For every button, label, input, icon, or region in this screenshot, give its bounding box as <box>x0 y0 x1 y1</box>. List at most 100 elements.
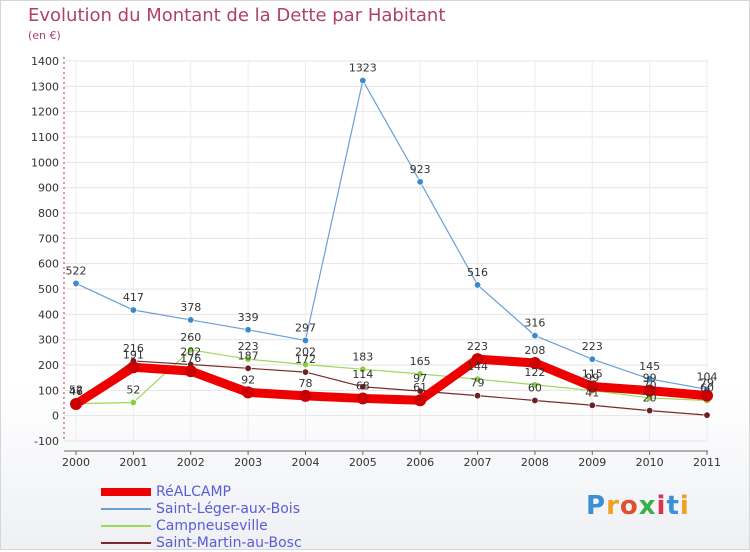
data-label: 114 <box>352 368 373 381</box>
y-tick-label: 500 <box>38 283 59 296</box>
data-label: 60 <box>700 381 714 394</box>
x-tick-label: 2001 <box>119 456 147 469</box>
data-label: 46 <box>69 385 83 398</box>
data-point <box>643 384 656 397</box>
data-point <box>129 306 137 314</box>
y-tick-label: -100 <box>34 435 59 448</box>
data-label: 70 <box>643 379 657 392</box>
data-point <box>129 398 137 406</box>
y-tick-label: 900 <box>38 182 59 195</box>
logo-letter: P <box>586 491 607 521</box>
data-label: 172 <box>295 353 316 366</box>
data-label: 923 <box>410 163 431 176</box>
data-label: 316 <box>524 317 545 330</box>
data-label: 223 <box>467 340 488 353</box>
y-tick-label: 300 <box>38 334 59 347</box>
x-tick-label: 2009 <box>578 456 606 469</box>
data-point <box>301 360 309 368</box>
y-tick-label: 1200 <box>31 106 59 119</box>
y-tick-label: 700 <box>38 232 59 245</box>
y-tick-label: 1100 <box>31 131 59 144</box>
y-tick-label: 600 <box>38 258 59 271</box>
data-point <box>588 401 596 409</box>
data-point <box>414 394 427 407</box>
data-label: 92 <box>241 373 255 386</box>
data-label: 52 <box>69 383 83 396</box>
x-tick-label: 2002 <box>177 456 205 469</box>
data-point <box>242 386 255 399</box>
data-point <box>474 392 482 400</box>
data-label: 104 <box>697 370 718 383</box>
data-point <box>356 392 369 405</box>
data-point <box>244 364 252 372</box>
data-label: 202 <box>295 345 316 358</box>
data-point <box>359 365 367 373</box>
data-point <box>72 279 80 287</box>
data-label: 145 <box>639 360 660 373</box>
data-point <box>701 389 713 402</box>
data-point <box>244 355 252 363</box>
data-point <box>301 368 309 376</box>
data-label: 20 <box>643 392 657 405</box>
data-point <box>646 375 654 383</box>
data-label: 115 <box>582 368 603 381</box>
data-point <box>187 346 195 354</box>
data-label: 47 <box>69 385 83 398</box>
x-tick-label: 2010 <box>636 456 664 469</box>
data-point <box>474 375 482 383</box>
y-tick-label: 1300 <box>31 80 59 93</box>
logo-letter: x <box>638 491 657 521</box>
data-point <box>416 370 424 378</box>
data-label: 41 <box>585 386 599 399</box>
data-label: 522 <box>66 264 87 277</box>
data-point <box>244 326 252 334</box>
data-label: 516 <box>467 266 488 279</box>
data-point <box>359 77 367 85</box>
data-label: 144 <box>467 360 488 373</box>
data-label: 417 <box>123 291 144 304</box>
data-point <box>184 365 197 378</box>
y-tick-label: 100 <box>38 384 59 397</box>
x-tick-label: 2008 <box>521 456 549 469</box>
data-label: 52 <box>126 383 140 396</box>
data-point <box>531 332 539 340</box>
data-label: 191 <box>123 348 144 361</box>
data-point <box>588 355 596 363</box>
legend-swatch-campneuseville <box>101 525 151 527</box>
data-label: 260 <box>180 331 201 344</box>
y-tick-label: 0 <box>52 410 59 423</box>
series-line <box>75 349 708 405</box>
series-line <box>75 79 708 390</box>
data-point <box>474 281 482 289</box>
logo-letter: o <box>619 491 639 521</box>
line-chart: -100 0 100 200 300 400 500 600 700 800 900 1000 1100… <box>31 55 721 469</box>
data-point <box>528 356 541 369</box>
data-label: 187 <box>238 349 259 362</box>
y-tick-label: 1000 <box>31 156 59 169</box>
chart-title: Evolution du Montant de la Dette par Hab… <box>28 5 446 26</box>
legend-label-realcamp: RéALCAMP <box>156 484 231 500</box>
data-label: 378 <box>180 301 201 314</box>
legend-swatch-realcamp <box>101 488 151 496</box>
data-label: 122 <box>524 366 545 379</box>
data-label: 61 <box>413 381 427 394</box>
legend-swatch-saint-leger <box>101 508 151 510</box>
data-point <box>586 380 599 393</box>
data-label: 79 <box>471 377 485 390</box>
data-label: 68 <box>356 379 370 392</box>
x-tick-label: 2005 <box>349 456 377 469</box>
data-label: 165 <box>410 355 431 368</box>
data-label: 208 <box>524 344 545 357</box>
data-point <box>416 178 424 186</box>
x-tick-label: 2000 <box>62 456 90 469</box>
data-label: 97 <box>413 372 427 385</box>
data-label: 216 <box>123 342 144 355</box>
series-line <box>75 360 708 416</box>
data-point <box>703 411 711 419</box>
logo-letter: r <box>606 491 620 521</box>
logo-letter: i <box>679 491 690 521</box>
data-label: 79 <box>700 377 714 390</box>
x-tick-label: 2011 <box>693 456 721 469</box>
data-point <box>187 316 195 324</box>
